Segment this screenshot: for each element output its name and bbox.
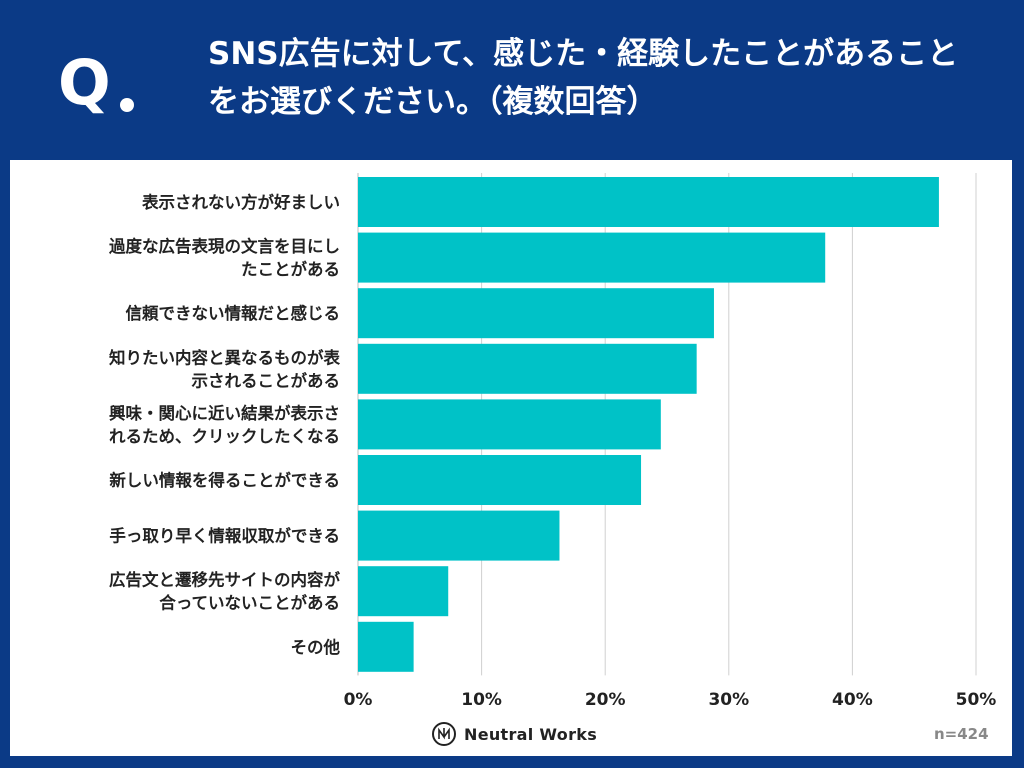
x-tick-label-40: 40% [832, 690, 873, 710]
header: Q SNS広告に対して、感じた・経験したことがあることをお選びください。（複数回… [0, 0, 1024, 160]
bar-0 [358, 177, 939, 227]
x-tick-label-20: 20% [585, 690, 626, 710]
bar-4 [358, 399, 661, 450]
category-label-3-line-1: 示されることがある [192, 370, 341, 390]
category-label-7-line-0: 広告文と遷移先サイトの内容が [109, 570, 341, 590]
bar-2 [358, 288, 714, 339]
sample-size: n=424 [934, 725, 989, 743]
category-label-4-line-1: れるため、クリックしたくなる [109, 427, 340, 446]
category-label-8: その他 [291, 637, 341, 657]
category-label-1-line-1: たことがある [241, 259, 340, 279]
bar-8 [358, 621, 414, 672]
bar-1 [358, 232, 826, 283]
q-mark: Q [58, 46, 111, 119]
x-tick-label-10: 10% [461, 690, 502, 710]
category-label-1-line-0: 過度な広告表現の文言を目にし [109, 236, 340, 256]
bar-3 [358, 343, 697, 394]
category-label-4-line-0: 興味・関心に近い結果が表示さ [109, 403, 340, 423]
category-label-6: 手っ取り早く情報収取ができる [109, 526, 340, 546]
bar-7 [358, 566, 449, 617]
category-label-7-line-1: 合っていないことがある [159, 593, 340, 613]
category-label-0: 表示されない方が好ましい [142, 192, 340, 212]
category-label-3-line-0: 知りたい内容と異なるものが表 [109, 347, 341, 367]
brand-logo: Neutral Works [432, 720, 597, 748]
brand-logo-icon [432, 722, 456, 746]
q-dot [120, 98, 134, 112]
x-tick-label-50: 50% [956, 690, 997, 710]
brand-name: Neutral Works [464, 724, 598, 744]
category-label-5: 新しい情報を得ることができる [109, 470, 340, 490]
question-text: SNS広告に対して、感じた・経験したことがあることをお選びください。（複数回答） [208, 36, 959, 120]
x-tick-label-0: 0% [344, 690, 373, 710]
bar-6 [358, 510, 560, 561]
x-tick-label-30: 30% [708, 690, 749, 710]
category-label-2: 信頼できない情報だと感じる [126, 303, 341, 323]
bar-5 [358, 455, 642, 505]
